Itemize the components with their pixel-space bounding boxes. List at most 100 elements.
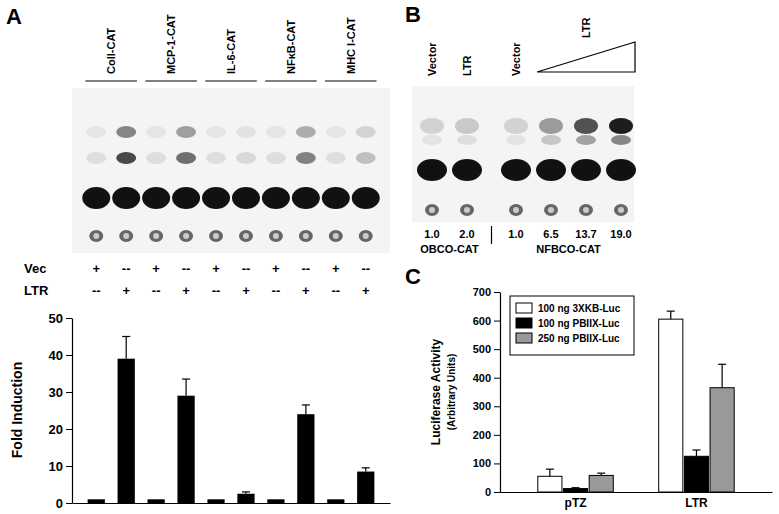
figure: AColl-CATMCP-1-CATIL-6-CATNFκB-CATMHC I-… [0, 0, 779, 514]
lane-mark: -- [212, 283, 221, 298]
bar [297, 414, 314, 503]
group-underline [325, 80, 377, 81]
row-label: LTR [24, 283, 49, 298]
legend: 100 ng 3XKB-Luc 100 ng PBIIX-Luc 250 ng PB… [510, 296, 634, 355]
origin-core [464, 207, 470, 213]
ramp-triangle [537, 42, 635, 72]
acetyl-spot [504, 118, 528, 134]
tick-mark [66, 503, 72, 504]
error-bar [182, 379, 190, 396]
tick-label: 30 [49, 385, 63, 400]
origin-core [583, 207, 589, 213]
bar [237, 494, 254, 503]
acetyl-spot [206, 126, 226, 138]
error-stem [185, 379, 186, 396]
origin-core [183, 233, 189, 239]
tick: 0 [56, 496, 72, 511]
substrate-spot [571, 159, 601, 181]
error-bar [242, 492, 250, 494]
tick: 700 [473, 286, 500, 298]
legend-label: 100 ng 3XKB-Luc [538, 303, 621, 314]
group-label: IL-6-CAT [225, 29, 237, 74]
tick: 20 [49, 422, 72, 437]
origin-core [93, 233, 99, 239]
axis-line [500, 293, 501, 493]
y-axis-title: Fold Induction [9, 362, 25, 458]
error-cap [546, 469, 554, 470]
error-stem [722, 364, 723, 387]
lane-mark: + [182, 283, 190, 298]
acetyl-spot [266, 152, 286, 164]
lane-label: Vector [510, 42, 522, 76]
tick-mark [66, 429, 72, 430]
panel-title: C [405, 264, 421, 289]
legend-swatch [516, 303, 532, 313]
tick-mark [494, 492, 500, 493]
acetyl-spot [422, 135, 442, 145]
origin-spot [149, 230, 163, 242]
bars [538, 311, 734, 492]
group-underline [265, 80, 317, 81]
bar [589, 475, 613, 492]
error-cap [242, 491, 250, 492]
acetyl-spot [506, 135, 526, 145]
acetyl-spot [236, 126, 256, 138]
bars [88, 337, 375, 504]
tick-label: 0 [485, 486, 491, 498]
lane-mark: -- [242, 261, 251, 276]
lane-mark: -- [302, 261, 311, 276]
tick-mark [494, 292, 500, 293]
tick: 30 [49, 385, 72, 400]
lane-label: Vector [426, 42, 438, 76]
lane-mark: -- [272, 283, 281, 298]
substrate-spot [142, 187, 170, 209]
acetyl-spot [236, 152, 256, 164]
group-label: Coll-CAT [105, 27, 117, 74]
tick-label: 300 [473, 400, 491, 412]
group-label: MCP-1-CAT [165, 14, 177, 74]
tick-mark [66, 355, 72, 356]
legend-label: 250 ng PBIIX-Luc [538, 333, 620, 344]
tick-mark [66, 392, 72, 393]
origin-core [513, 207, 519, 213]
error-cap [718, 364, 726, 365]
origin-spot [299, 230, 313, 242]
tick-mark [494, 406, 500, 407]
bar [148, 499, 165, 503]
substrate-spot [352, 187, 380, 209]
acetyl-spot [326, 152, 346, 164]
value-label: 6.5 [543, 228, 558, 240]
origin-core [363, 233, 369, 239]
error-cap [572, 487, 580, 488]
acetyl-spot [356, 152, 376, 164]
acetyl-spot [574, 118, 598, 134]
error-cap [122, 336, 130, 337]
value-label: 1.0 [424, 228, 439, 240]
bar [357, 472, 374, 503]
legend-swatch [516, 318, 532, 328]
origin-core [273, 233, 279, 239]
substrate-spot [536, 159, 566, 181]
origin-spot [89, 230, 103, 242]
tick: 400 [473, 372, 500, 384]
substrate-spot [606, 159, 636, 181]
blot [412, 86, 636, 222]
origin-spot [509, 204, 523, 216]
acetyl-spot [116, 152, 136, 164]
lane-mark: -- [331, 283, 340, 298]
bar [327, 499, 344, 503]
acetyl-spot [326, 126, 346, 138]
error-stem [549, 469, 550, 476]
blot-background [412, 86, 634, 222]
bar [177, 396, 194, 503]
error-cap [182, 378, 190, 379]
substrate-spot [292, 187, 320, 209]
acetyl-spot [611, 135, 631, 145]
row-label: Vec [24, 261, 46, 276]
lane-mark: -- [182, 261, 191, 276]
acetyl-spot [296, 152, 316, 164]
origin-spot [460, 204, 474, 216]
bar [267, 499, 284, 503]
legend-label: 100 ng PBIIX-Luc [538, 318, 620, 329]
axis-line [501, 492, 773, 493]
